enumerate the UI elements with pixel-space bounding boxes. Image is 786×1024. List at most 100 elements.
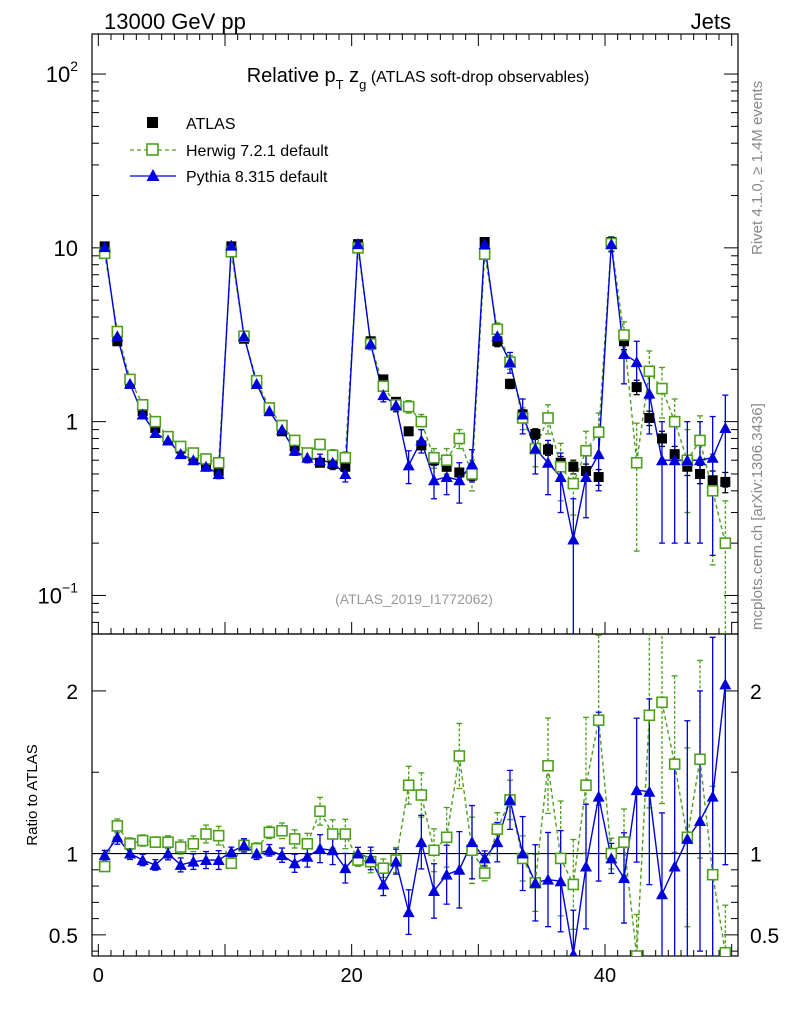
- y-tick-label: 10: [54, 236, 78, 261]
- pythia-ratio-point: [706, 790, 719, 802]
- herwig-ratio-point: [453, 750, 466, 762]
- pythia-ratio-point: [719, 678, 732, 690]
- pythia-point: [529, 442, 542, 454]
- pythia-ratio-point: [643, 785, 656, 797]
- herwig-point: [567, 477, 580, 490]
- herwig-ratio-point: [162, 836, 174, 848]
- herwig-ratio-point: [656, 696, 668, 709]
- atlas-point: [568, 461, 579, 472]
- herwig-ratio-point: [326, 828, 339, 840]
- pythia-ratio-point: [314, 842, 326, 854]
- pythia-ratio-point: [98, 849, 111, 861]
- pythia-point: [263, 405, 276, 417]
- title-sub2: g: [359, 77, 366, 92]
- category-label: Jets: [691, 9, 731, 34]
- pythia-point: [618, 348, 630, 360]
- atlas-point: [492, 336, 503, 347]
- ratio-ylabel: Ratio to ATLAS: [24, 744, 41, 845]
- herwig-ratio-point: [630, 950, 643, 956]
- chart-title: Relative pT zg (ATLAS soft-drop observab…: [247, 65, 590, 92]
- herwig-point: [580, 444, 592, 457]
- atlas-point: [695, 468, 705, 479]
- herwig-ratio-point: [706, 868, 719, 881]
- herwig-ratio-point: [174, 841, 187, 853]
- pythia-ratio-point: [668, 860, 681, 872]
- herwig-point: [428, 451, 440, 464]
- pythia-point: [364, 337, 377, 349]
- herwig-point: [466, 468, 478, 480]
- pythia-point: [212, 467, 225, 479]
- pythia-ratio-point: [124, 847, 136, 859]
- pythia-ratio-point: [516, 847, 529, 859]
- legend-label-herwig: Herwig 7.2.1 default: [186, 143, 329, 160]
- herwig-ratio-point: [440, 831, 453, 844]
- herwig-point: [643, 365, 656, 378]
- mcplots-label: mcplots.cern.ch [arXiv:1306.3436]: [749, 403, 766, 630]
- pythia-point: [630, 356, 643, 368]
- pythia-ratio-point: [301, 850, 314, 862]
- pythia-point: [694, 454, 706, 466]
- herwig-ratio-point: [415, 789, 428, 801]
- herwig-ratio-point: [98, 860, 111, 873]
- rivet-version-label: Rivet 4.1.0, ≥ 1.4M events: [749, 81, 766, 255]
- atlas-point: [403, 426, 414, 437]
- pythia-point: [656, 454, 668, 466]
- atlas-point: [530, 428, 541, 439]
- atlas-point: [340, 461, 351, 472]
- pythia-ratio-point: [162, 847, 174, 859]
- pythia-point: [516, 408, 529, 420]
- pythia-ratio-point: [580, 860, 592, 872]
- top-panel-marks: [98, 235, 732, 634]
- herwig-ratio-point: [111, 820, 124, 832]
- pythia-point: [162, 434, 174, 446]
- herwig-point: [630, 456, 643, 469]
- herwig-point: [542, 412, 554, 424]
- pythia-ratio-point: [136, 854, 149, 866]
- pythia-point: [339, 467, 352, 479]
- herwig-ratio-point: [276, 824, 288, 837]
- ratio-tick-label-right: 1: [750, 844, 762, 867]
- ratio-panel-marks: [98, 634, 732, 956]
- pythia-ratio-line: [104, 684, 726, 955]
- herwig-point: [656, 382, 668, 395]
- pythia-ratio-point: [428, 884, 440, 896]
- herwig-ratio-line: [104, 700, 726, 956]
- y-tick-label: 10−1: [38, 579, 79, 608]
- pythia-ratio-point: [491, 836, 504, 848]
- pythia-point: [681, 454, 694, 466]
- herwig-ratio-point: [124, 837, 136, 850]
- atlas-point: [707, 475, 718, 486]
- pythia-point: [542, 456, 554, 468]
- legend-marker-atlas: [147, 117, 158, 128]
- pythia-point: [187, 454, 200, 466]
- pythia-ratio-point: [466, 836, 478, 848]
- herwig-ratio-point: [643, 709, 656, 722]
- herwig-point: [694, 434, 706, 447]
- herwig-point: [339, 451, 352, 464]
- pythia-point: [200, 460, 212, 472]
- pythia-point: [453, 474, 466, 486]
- pythia-ratio-point: [326, 844, 339, 856]
- pythia-ratio-point: [656, 888, 668, 900]
- title-sub1: T: [336, 77, 344, 92]
- y-tick-label-base: 10: [38, 583, 62, 608]
- pythia-point: [592, 448, 605, 460]
- pythia-point: [352, 238, 364, 250]
- pythia-point: [98, 241, 111, 253]
- atlas-point: [669, 449, 680, 460]
- ratio-tick-label-left: 1: [66, 844, 78, 867]
- herwig-line: [104, 243, 726, 544]
- pythia-ratio-point: [402, 906, 415, 918]
- pythia-point: [402, 459, 415, 471]
- pythia-point: [276, 423, 288, 435]
- pythia-point: [250, 377, 263, 389]
- atlas-point: [581, 466, 591, 477]
- herwig-ratio-point: [314, 805, 326, 818]
- herwig-ratio-point: [187, 837, 200, 850]
- herwig-ratio-point: [580, 779, 592, 792]
- ratio-tick-label-left: 2: [66, 681, 78, 704]
- pythia-point: [706, 451, 719, 463]
- atlas-point: [631, 382, 642, 393]
